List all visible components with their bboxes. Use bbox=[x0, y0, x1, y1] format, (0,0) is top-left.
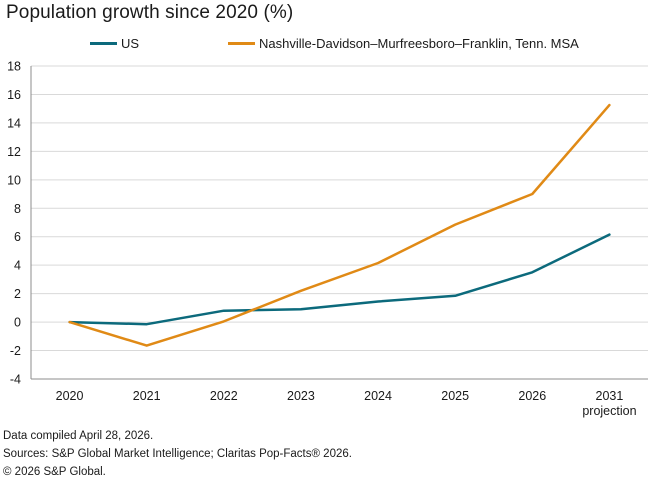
y-tick-label: 0 bbox=[14, 316, 21, 330]
y-tick-label: 14 bbox=[7, 116, 21, 130]
legend-swatch-nashville bbox=[228, 42, 255, 45]
series-line-us bbox=[68, 233, 611, 326]
y-tick-label: -2 bbox=[10, 344, 21, 358]
x-tick-label: 2023 bbox=[287, 389, 315, 403]
y-tick-label: 18 bbox=[7, 60, 21, 74]
y-tick-label: 12 bbox=[7, 145, 21, 159]
y-tick-label: -4 bbox=[10, 373, 21, 387]
legend-label-nashville: Nashville-Davidson–Murfreesboro–Franklin… bbox=[259, 36, 579, 51]
legend-label-us: US bbox=[121, 36, 140, 51]
y-tick-label: 10 bbox=[7, 173, 21, 187]
x-tick-label: 2022 bbox=[210, 389, 238, 403]
x-tick-label: 2025 bbox=[441, 389, 469, 403]
x-tick-label: 2024 bbox=[364, 389, 392, 403]
x-tick-label: 2031 bbox=[596, 389, 624, 403]
legend-item-nashville: Nashville-Davidson–Murfreesboro–Franklin… bbox=[228, 36, 579, 51]
footer-copyright: © 2026 S&P Global. bbox=[3, 466, 106, 478]
y-tick-label: 16 bbox=[7, 88, 21, 102]
x-tick-label: 2026 bbox=[518, 389, 546, 403]
footer-sources: Sources: S&P Global Market Intelligence;… bbox=[3, 448, 352, 460]
x-tick-label: 2021 bbox=[133, 389, 161, 403]
x-tick-label: projection bbox=[582, 404, 636, 418]
chart-title: Population growth since 2020 (%) bbox=[6, 2, 294, 23]
y-tick-label: 2 bbox=[14, 287, 21, 301]
legend-swatch-us bbox=[90, 42, 117, 45]
series-line-nashville bbox=[68, 103, 611, 347]
legend: US Nashville-Davidson–Murfreesboro–Frank… bbox=[0, 36, 662, 56]
legend-item-us: US bbox=[90, 36, 139, 51]
footer-compiled-date: Data compiled April 28, 2026. bbox=[3, 430, 154, 442]
y-tick-label: 6 bbox=[14, 230, 21, 244]
y-tick-label: 8 bbox=[14, 202, 21, 216]
x-tick-label: 2020 bbox=[56, 389, 84, 403]
y-tick-label: 4 bbox=[14, 259, 21, 273]
